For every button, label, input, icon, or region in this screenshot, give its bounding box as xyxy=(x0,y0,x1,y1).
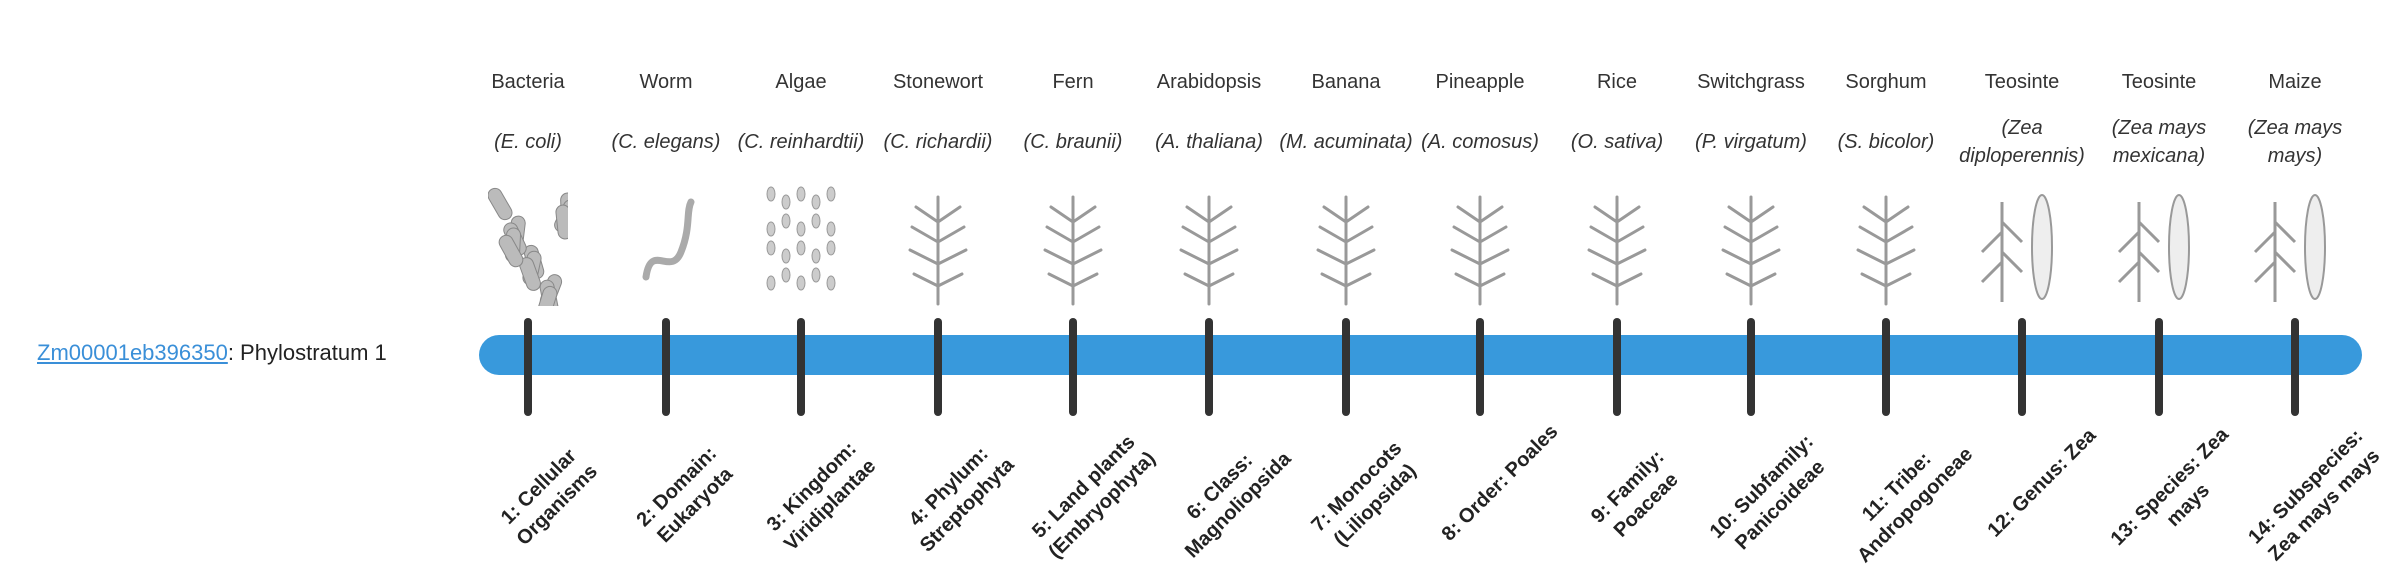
stratum-label: 13: Species: Zea mays xyxy=(2106,423,2234,551)
stratum-label: 4: Phylum: Streptophyta xyxy=(904,442,1019,557)
stratum-tick xyxy=(2291,318,2299,416)
algae-icon xyxy=(733,182,869,306)
organism-column: Fern (C. braunii) xyxy=(1005,66,1141,306)
pineapple-icon xyxy=(1412,182,1548,306)
stratum-tick xyxy=(2155,318,2163,416)
stratum-label: 2: Domain: Eukaryota xyxy=(632,442,738,548)
worm-icon xyxy=(598,182,734,306)
stratum-tick xyxy=(797,318,805,416)
sorghum-icon xyxy=(1818,182,1954,306)
stratum-tick xyxy=(662,318,670,416)
stratum-tick xyxy=(1342,318,1350,416)
organism-species-name: (A. comosus) xyxy=(1421,131,1539,153)
organism-column: Pineapple (A. comosus) xyxy=(1412,66,1548,306)
phylostratum-text: : Phylostratum 1 xyxy=(227,340,387,365)
stratum-label: 12: Genus: Zea xyxy=(1983,424,2101,542)
organism-common-name: Rice xyxy=(1596,71,1637,93)
arabidopsis-icon xyxy=(1141,182,1277,306)
phylostratum-bar xyxy=(479,335,2362,375)
organism-species-name: (E. coli) xyxy=(494,131,562,153)
stratum-tick xyxy=(524,318,532,416)
organism-common-name: Banana xyxy=(1311,71,1381,93)
stratum-label: 3: Kingdom: Viridiplantae xyxy=(762,437,881,556)
bacteria-icon xyxy=(460,182,596,306)
stratum-label: 9: Family: Poaceae xyxy=(1587,446,1683,542)
gene-id-link[interactable]: Zm00001eb396350 xyxy=(37,340,228,365)
stratum-label: 1: Cellular Organisms xyxy=(496,444,602,550)
stratum-tick xyxy=(1613,318,1621,416)
organism-column: Bacteria (E. coli) xyxy=(460,66,596,306)
rice-icon xyxy=(1549,182,1685,306)
organism-column: Arabidopsis (A. thaliana) xyxy=(1141,66,1277,306)
organism-species-name: (Zea diploperennis) xyxy=(1959,117,2085,167)
stratum-tick xyxy=(2018,318,2026,416)
stratum-label: 10: Subfamily: Panicoideae xyxy=(1705,430,1830,555)
organism-common-name: Teosinte xyxy=(1984,71,2060,93)
organism-common-name: Maize xyxy=(2268,71,2322,93)
organism-species-name: (C. richardii) xyxy=(883,131,993,153)
stratum-tick xyxy=(1882,318,1890,416)
organism-column: Maize (Zea mays mays) xyxy=(2227,66,2363,306)
gene-phylostratum-label: Zm00001eb396350: Phylostratum 1 xyxy=(37,340,387,366)
stratum-label: 14: Subspecies: Zea mays mays xyxy=(2244,425,2385,566)
organism-species-name: (O. sativa) xyxy=(1570,131,1664,153)
organism-species-name: (S. bicolor) xyxy=(1837,131,1935,153)
organism-common-name: Fern xyxy=(1052,71,1094,93)
organism-species-name: (C. braunii) xyxy=(1023,131,1123,153)
stratum-tick xyxy=(934,318,942,416)
organism-common-name: Switchgrass xyxy=(1697,71,1805,93)
organism-column: Teosinte (Zea diploperennis) xyxy=(1954,66,2090,306)
organism-column: Algae (C. reinhardtii) xyxy=(733,66,869,306)
organism-species-name: (Zea mays mays) xyxy=(2247,117,2343,167)
stratum-label: 11: Tribe: Andropogoneae xyxy=(1853,443,1978,568)
organism-column: Teosinte (Zea mays mexicana) xyxy=(2091,66,2227,306)
organism-species-name: (Zea mays mexicana) xyxy=(2111,117,2207,167)
maize-icon xyxy=(2227,182,2363,306)
organism-common-name: Bacteria xyxy=(491,71,565,93)
stratum-tick xyxy=(1069,318,1077,416)
organism-common-name: Sorghum xyxy=(1845,71,1927,93)
organism-common-name: Pineapple xyxy=(1435,71,1525,93)
switchgrass-icon xyxy=(1683,182,1819,306)
organism-column: Worm (C. elegans) xyxy=(598,66,734,306)
stratum-tick xyxy=(1205,318,1213,416)
teosinte-icon xyxy=(1954,182,2090,306)
stratum-tick xyxy=(1476,318,1484,416)
organism-common-name: Algae xyxy=(775,71,827,93)
organism-species-name: (M. acuminata) xyxy=(1279,131,1413,153)
organism-species-name: (C. reinhardtii) xyxy=(737,131,865,153)
banana-icon xyxy=(1278,182,1414,306)
organism-common-name: Teosinte xyxy=(2121,71,2197,93)
stratum-tick xyxy=(1747,318,1755,416)
organism-common-name: Stonewort xyxy=(892,71,984,93)
organism-column: Stonewort (C. richardii) xyxy=(870,66,1006,306)
organism-common-name: Arabidopsis xyxy=(1156,71,1262,93)
organism-species-name: (A. thaliana) xyxy=(1155,131,1263,153)
stratum-label: 8: Order: Poales xyxy=(1437,420,1563,546)
stonewort-icon xyxy=(870,182,1006,306)
organism-common-name: Worm xyxy=(639,71,693,93)
stratum-label: 7: Monocots (Liliopsida) xyxy=(1307,437,1421,551)
organism-column: Rice (O. sativa) xyxy=(1549,66,1685,306)
teosinte-icon xyxy=(2091,182,2227,306)
stratum-label: 6: Class: Magnoliopsida xyxy=(1180,447,1296,563)
organism-column: Banana (M. acuminata) xyxy=(1278,66,1414,306)
organism-species-name: (P. virgatum) xyxy=(1695,131,1807,153)
stratum-label: 5: Land plants (Embryophyta) xyxy=(1028,431,1160,563)
organism-species-name: (C. elegans) xyxy=(611,131,721,153)
organism-column: Switchgrass (P. virgatum) xyxy=(1683,66,1819,306)
fern-icon xyxy=(1005,182,1141,306)
organism-column: Sorghum (S. bicolor) xyxy=(1818,66,1954,306)
